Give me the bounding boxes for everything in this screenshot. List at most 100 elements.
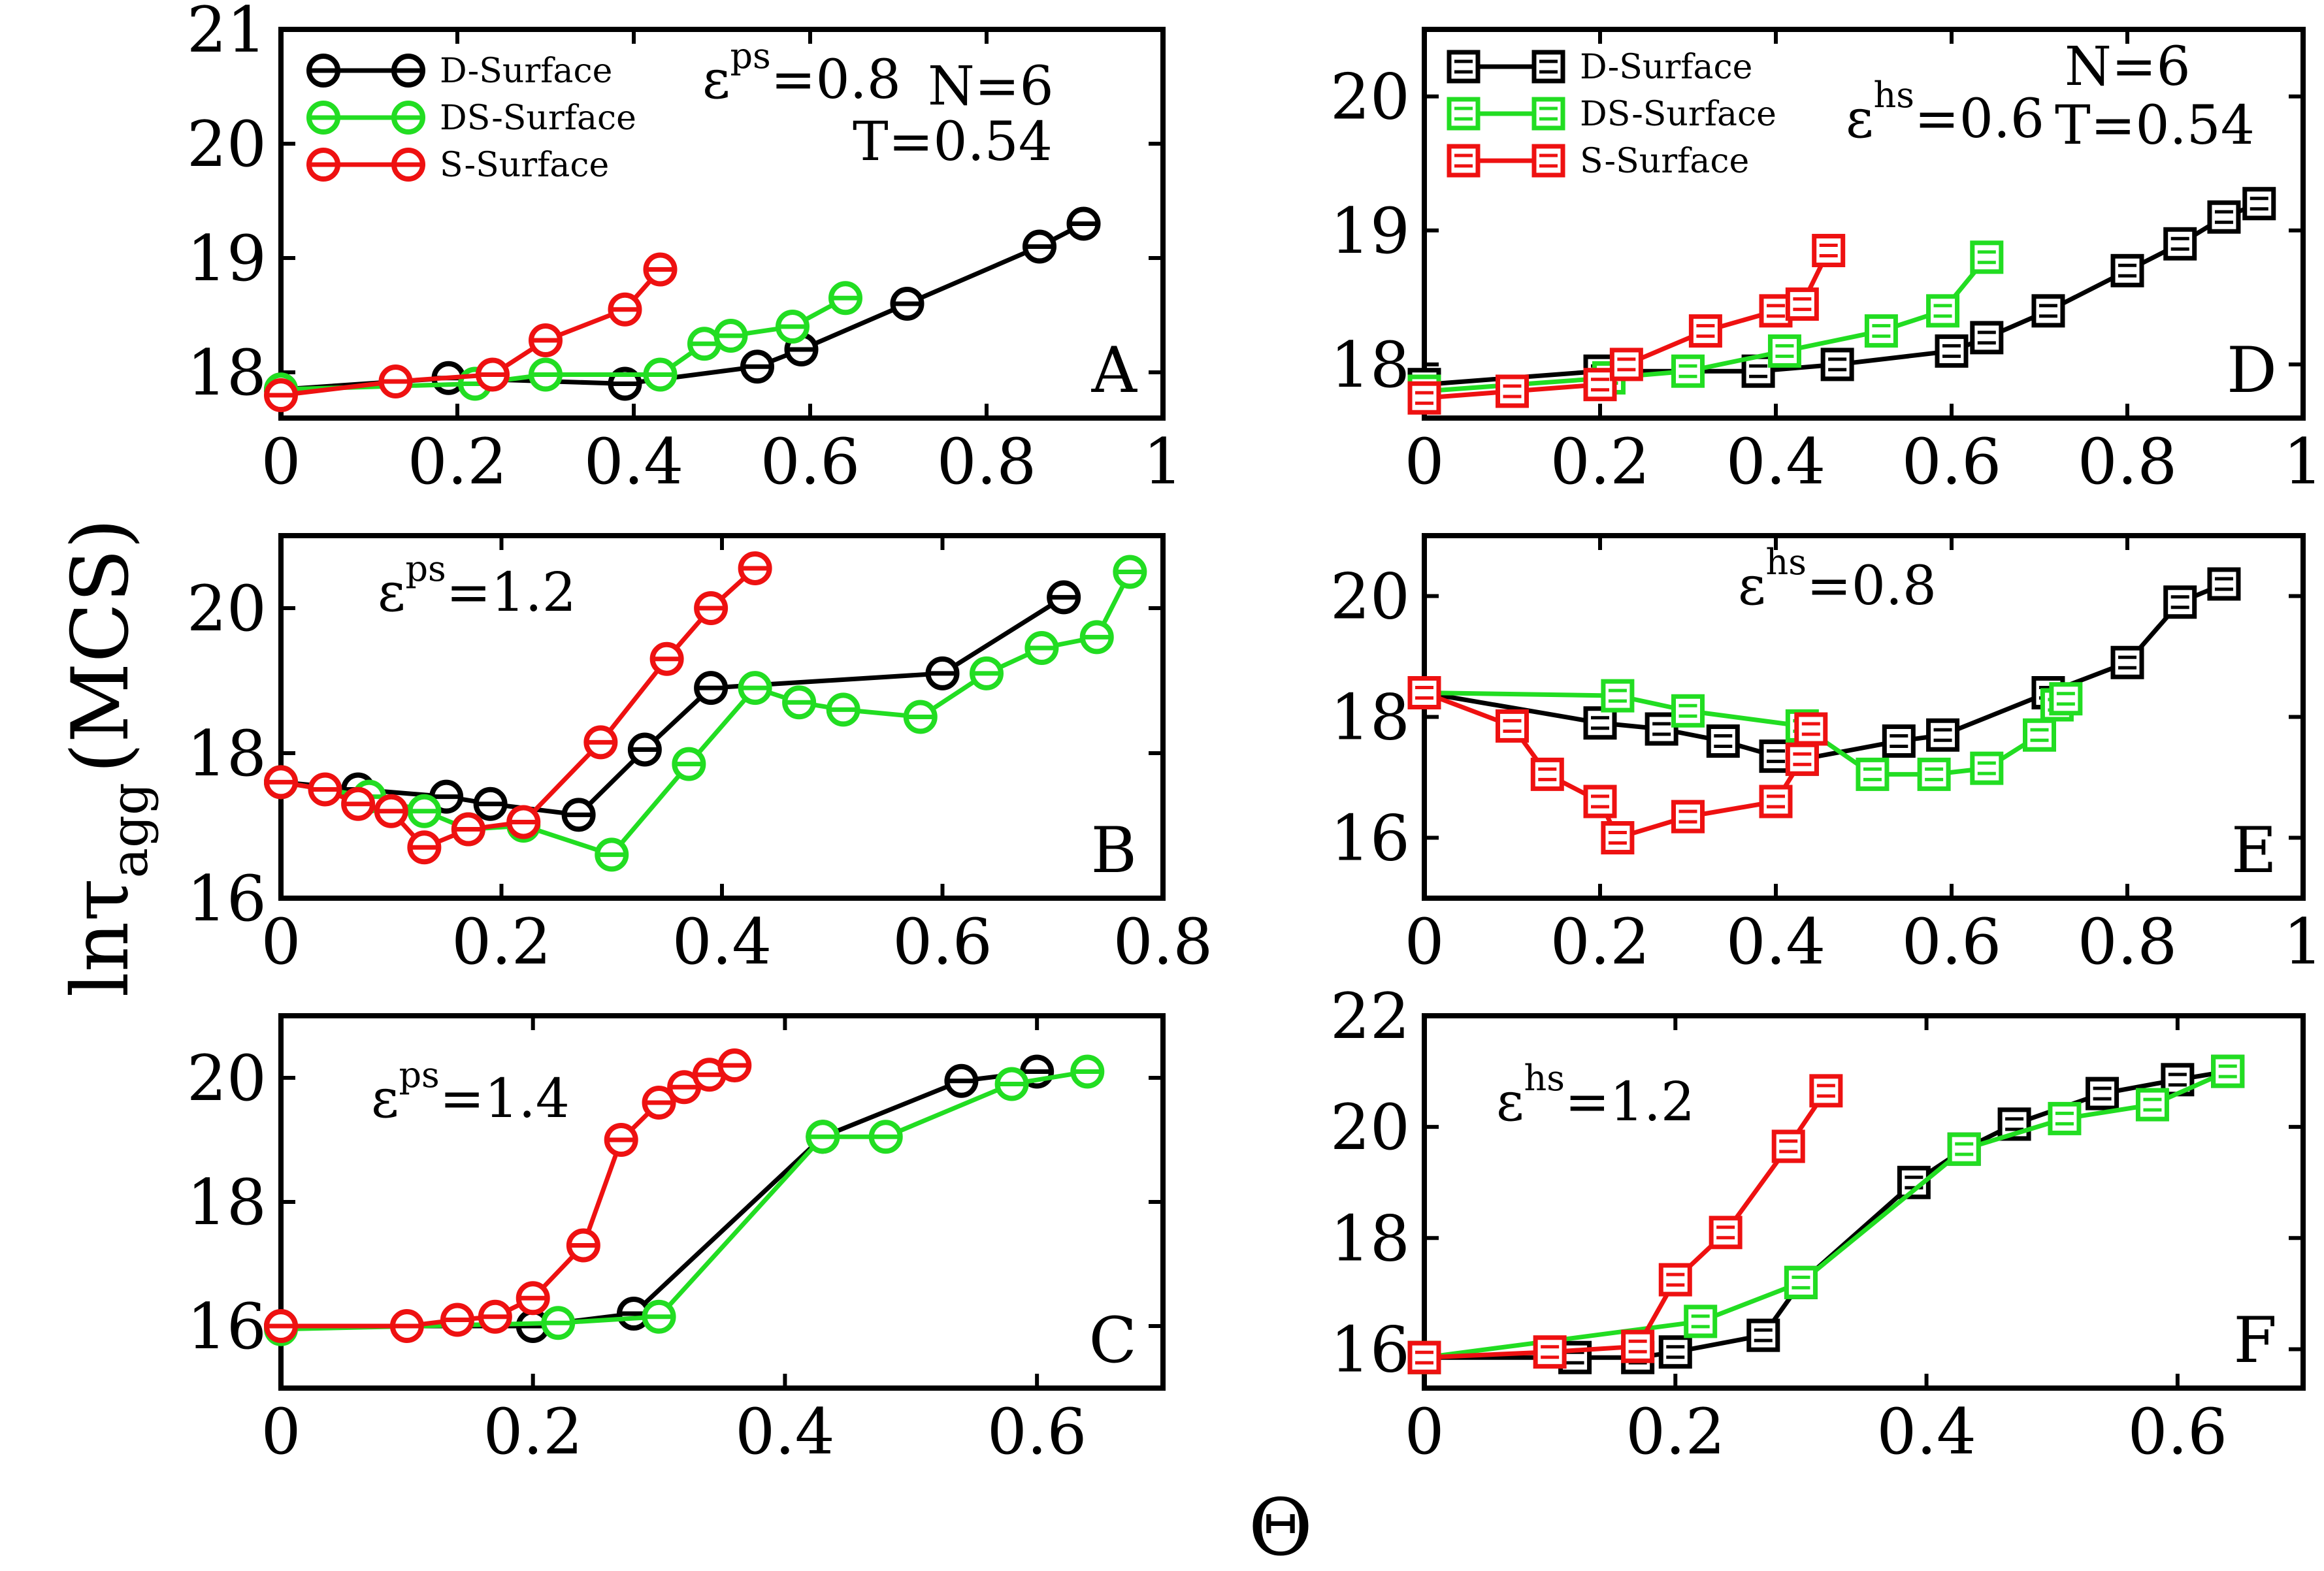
panel-b-s-surface-point bbox=[451, 812, 485, 847]
panel-c-xtick-label: 0.2 bbox=[483, 1395, 583, 1468]
panel-a-xtick-label: 0.4 bbox=[584, 425, 684, 498]
panel-a-legend-marker bbox=[391, 101, 425, 135]
panel-d-legend-marker bbox=[1531, 144, 1565, 178]
panel-f-ds-surface-line bbox=[1424, 1069, 2229, 1360]
panel-a-legend-label: DS-Surface bbox=[440, 99, 636, 138]
panel-d-d-surface-point-box bbox=[2031, 294, 2065, 328]
panel-f-epsilon-label-value: =1.2 bbox=[1565, 1071, 1695, 1133]
panel-f-s-surface-point bbox=[1621, 1329, 1655, 1363]
panel-f-ds-surface-point bbox=[2048, 1101, 2082, 1135]
panel-d-legend: D-Surface DS-Surface S-Surface bbox=[1447, 48, 1776, 181]
panel-b-d-surface-point bbox=[627, 732, 662, 767]
panel-f-epsilon-label-base: ε bbox=[1496, 1071, 1524, 1133]
panel-a-xtick-label: 0.2 bbox=[408, 425, 508, 498]
panel-e-ytick-label: 16 bbox=[1330, 802, 1410, 875]
panel-d-s-surface-point-box bbox=[1496, 374, 1529, 408]
panel-c-letter: C bbox=[1089, 1304, 1137, 1377]
panel-d-d-surface-point-box bbox=[2242, 187, 2276, 221]
panel-a-ytick-label: 19 bbox=[187, 222, 267, 295]
panel-f-s-surface-point-box bbox=[1407, 1340, 1441, 1374]
panel-d-epsilon-label-value: =0.6 bbox=[1914, 88, 2044, 150]
panel-e-d-surface-point bbox=[1882, 724, 1916, 758]
panel-d-s-surface-point-box bbox=[1812, 234, 1846, 268]
panel-e-d-surface-point bbox=[2110, 645, 2144, 679]
panel-f-ds-surface-point-box bbox=[2211, 1054, 2245, 1088]
panel-d-ds-surface-point-box bbox=[1970, 240, 2004, 274]
panel-a-legend-marker bbox=[306, 148, 340, 182]
panel-e-s-surface-point-box bbox=[1794, 712, 1828, 746]
panel-c-ds-surface-point bbox=[642, 1299, 676, 1334]
panel-c-s-surface-point bbox=[717, 1048, 752, 1082]
panel-b-ds-surface-point bbox=[826, 692, 860, 727]
panel-a-d-surface-point bbox=[890, 287, 925, 321]
panel-d-s-surface-series bbox=[1407, 234, 1846, 415]
panel-d-legend-marker-box bbox=[1447, 97, 1481, 131]
panel-e-ds-surface-point bbox=[1671, 694, 1705, 728]
panel-d-d-surface-point bbox=[2110, 253, 2144, 287]
panel-f-ytick-label: 18 bbox=[1330, 1202, 1410, 1275]
panel-a-legend-marker bbox=[306, 101, 340, 135]
panel-e-s-surface-point bbox=[1530, 757, 1564, 791]
panel-d-s-surface-point bbox=[1812, 234, 1846, 268]
panel-c-epsilon-label-value: =1.4 bbox=[440, 1068, 570, 1130]
panel-d-letter: D bbox=[2227, 334, 2277, 407]
panel-f-s-surface-point bbox=[1658, 1263, 1692, 1297]
panel-a-s-surface-point bbox=[608, 292, 642, 327]
panel-d-s-surface-point bbox=[1759, 294, 1793, 328]
panel-f-ds-surface-point-box bbox=[1947, 1132, 1981, 1166]
panel-d-xtick-label: 0.2 bbox=[1550, 425, 1650, 498]
panel-e-ds-surface-point-box bbox=[1671, 694, 1705, 728]
panel-f-s-surface-point-box bbox=[1709, 1216, 1743, 1250]
panel-a-s-surface-point bbox=[643, 252, 678, 287]
panel-a-legend-marker bbox=[391, 54, 425, 88]
panel-c-s-surface-series bbox=[264, 1048, 752, 1343]
panel-a-ds-surface-point bbox=[713, 319, 748, 353]
panel-e-ds-surface-point-box bbox=[1970, 751, 2004, 785]
panel-b-xtick-label: 0.8 bbox=[1113, 905, 1213, 979]
panel-b-ds-surface-point bbox=[407, 794, 442, 828]
panel-e-d-surface-point bbox=[1645, 712, 1678, 746]
panel-e-ytick-label: 18 bbox=[1330, 681, 1410, 754]
panel-b-s-surface-point bbox=[264, 765, 298, 800]
panel-e-letter: E bbox=[2231, 814, 2277, 887]
panel-d-ds-surface-point bbox=[1864, 314, 1898, 348]
panel-b-s-surface-point bbox=[341, 786, 376, 821]
panel-d-d-surface-point bbox=[2031, 294, 2065, 328]
y-axis-title-rest: (MCS) bbox=[56, 519, 146, 774]
panel-a-legend-item: DS-Surface bbox=[306, 99, 636, 138]
panel-c-s-surface-point bbox=[566, 1228, 600, 1263]
panel-a-d-surface-point bbox=[1023, 229, 1056, 264]
y-axis-title: lnτagg (MCS) bbox=[56, 519, 159, 997]
panel-e-s-surface-point-box bbox=[1785, 742, 1819, 776]
panel-b-ytick-label: 16 bbox=[187, 862, 267, 935]
panel-d-xtick-label: 0.6 bbox=[1902, 425, 2002, 498]
panel-b-ds-surface-point bbox=[970, 656, 1004, 690]
panel-d-legend-marker bbox=[1531, 50, 1565, 84]
panel-d-xtick-label: 0 bbox=[1404, 425, 1444, 498]
panel-d-xtick-label: 0.4 bbox=[1726, 425, 1826, 498]
panel-d-ds-surface-point bbox=[1767, 334, 1801, 368]
panel-b-s-surface-point bbox=[583, 725, 618, 760]
panel-d-legend-label: D-Surface bbox=[1580, 48, 1752, 87]
panel-d-d-surface-point bbox=[1935, 334, 1969, 368]
panel-d-epsilon-label: εhs=0.6 bbox=[1846, 74, 2044, 150]
panel-a-ytick-label: 21 bbox=[187, 0, 267, 67]
panel-e-s-surface-point bbox=[1671, 800, 1705, 834]
panel-e-s-surface-point-box bbox=[1601, 821, 1635, 854]
panel-e-s-surface-point-box bbox=[1583, 785, 1617, 818]
panel-c-ytick-label: 20 bbox=[187, 1042, 267, 1115]
panel-c-ytick-label: 18 bbox=[187, 1166, 267, 1239]
panel-a-s-surface-series bbox=[264, 252, 678, 412]
panel-d: 0 0.2 0.4 0.6 0.8 1 18 19 20 D-Surface DS-Surface S… bbox=[1330, 27, 2323, 498]
panel-e-ytick-label: 20 bbox=[1330, 560, 1410, 634]
panel-e-s-surface-point bbox=[1496, 709, 1529, 743]
panel-e-d-surface-point bbox=[1706, 724, 1740, 758]
panel-f-s-surface-point bbox=[1407, 1340, 1441, 1374]
panel-b-d-surface-point bbox=[561, 798, 596, 832]
panel-a-legend-label: D-Surface bbox=[440, 52, 612, 91]
panel-f-s-surface-point-box bbox=[1809, 1074, 1843, 1108]
panel-e-xtick-label: 0 bbox=[1404, 905, 1444, 979]
panel-f-s-surface-point-box bbox=[1533, 1335, 1567, 1369]
panel-c-s-surface-point bbox=[516, 1281, 550, 1316]
panel-c-ds-surface-point bbox=[541, 1306, 576, 1340]
